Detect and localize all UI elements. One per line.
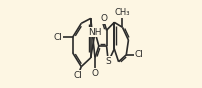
Text: O: O [92,69,99,78]
Text: Cl: Cl [73,71,82,80]
Text: NH: NH [88,28,102,37]
Text: CH₃: CH₃ [115,8,130,17]
Text: Cl: Cl [135,50,143,59]
Text: O: O [100,14,107,23]
Text: S: S [105,57,111,66]
Text: Cl: Cl [53,33,62,42]
